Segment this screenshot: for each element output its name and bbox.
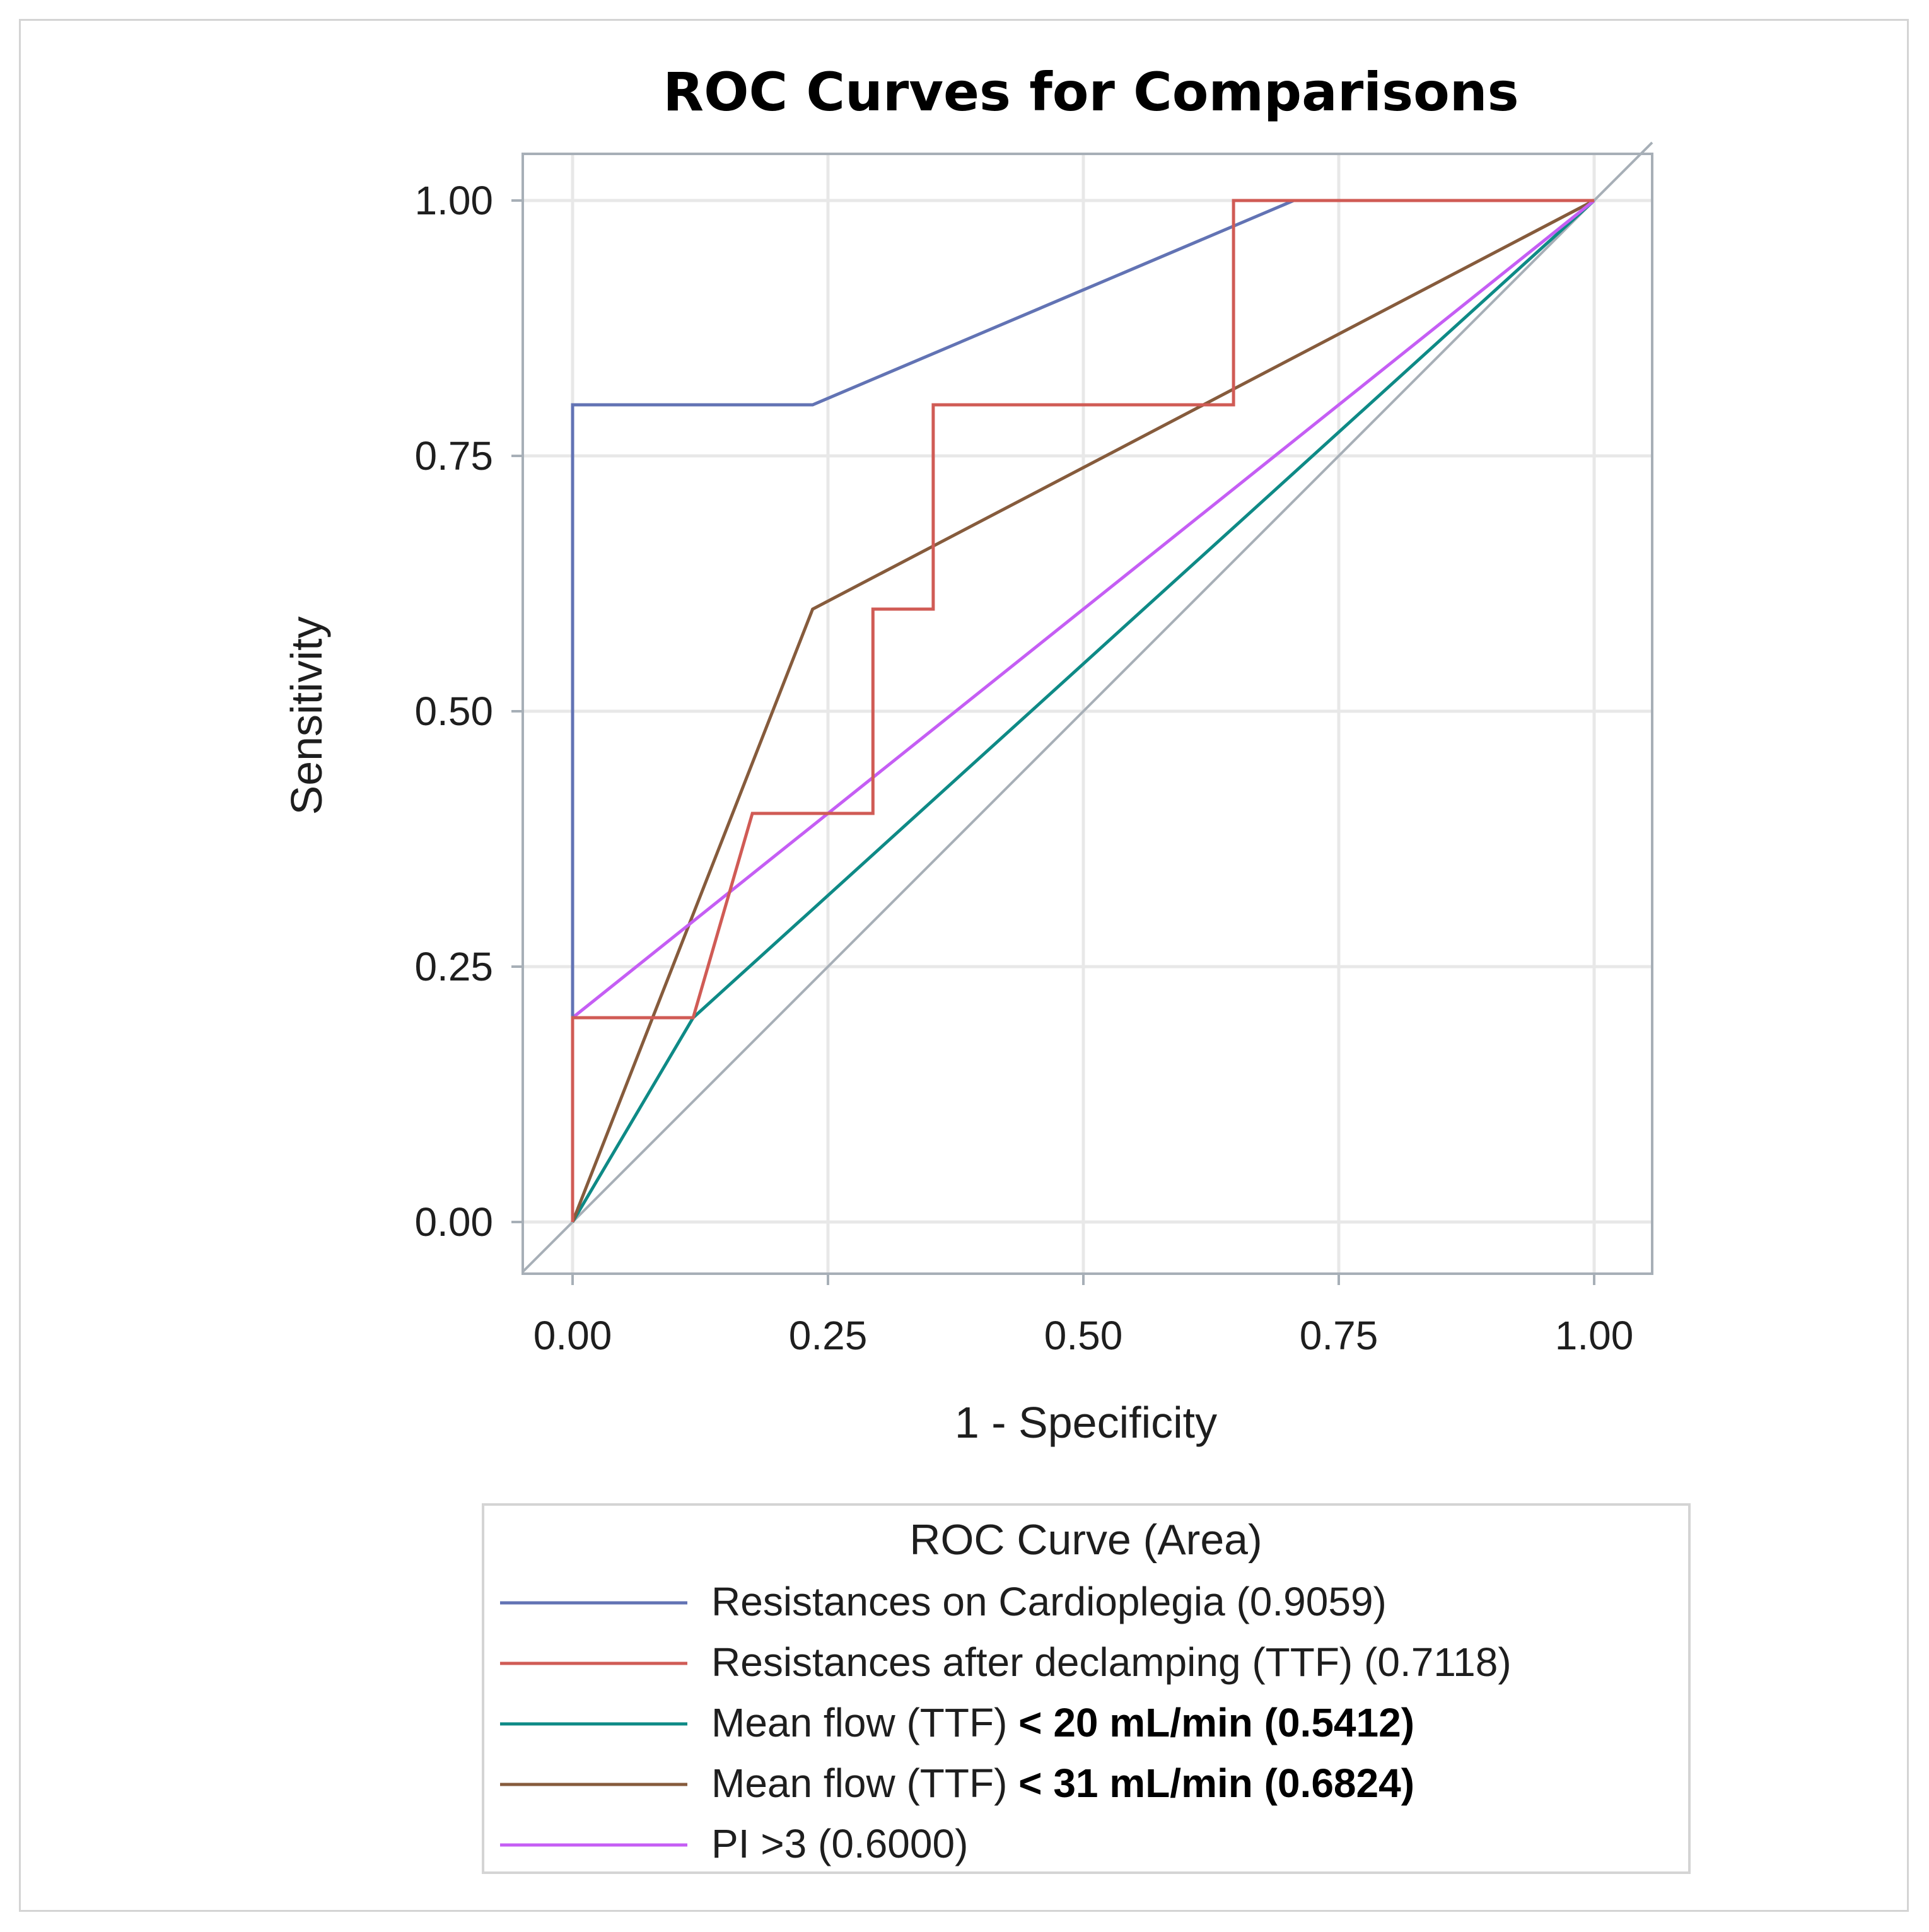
series-line	[571, 199, 1594, 1222]
x-tick-label: 0.50	[1044, 1313, 1123, 1358]
legend-title: ROC Curve (Area)	[909, 1516, 1262, 1564]
y-tick-label: 0.00	[414, 1199, 493, 1245]
legend-entry-label: Resistances on Cardioplegia (0.9059)	[711, 1579, 1387, 1624]
legend-entry-threshold: < 20 mL/min (0.5412)	[1007, 1700, 1414, 1745]
plot-area-frame	[522, 153, 1653, 1275]
y-tick-label: 0.25	[414, 944, 493, 989]
legend-entries: Resistances on Cardioplegia (0.9059) Resi…	[500, 1579, 1512, 1866]
y-tick-label: 0.75	[414, 433, 493, 479]
series-group	[571, 199, 1595, 1223]
y-tick-label: 1.00	[414, 178, 493, 223]
chart-title: ROC Curves for Comparisons	[663, 61, 1518, 123]
x-tick-label: 1.00	[1555, 1313, 1634, 1358]
x-axis-ticks: 0.00 0.25 0.50 0.75 1.00	[533, 1274, 1634, 1358]
reference-diagonal-group	[522, 141, 1653, 1273]
y-axis-ticks: 0.00 0.25 0.50 0.75 1.00	[414, 178, 523, 1245]
x-tick-label: 0.00	[533, 1313, 612, 1358]
grid	[524, 155, 1651, 1272]
reference-diagonal	[522, 141, 1653, 1273]
legend: ROC Curve (Area) Resistances on Cardiopl…	[482, 1503, 1691, 1874]
legend-entry-label: PI >3 (0.6000)	[711, 1821, 968, 1866]
x-tick-label: 0.75	[1300, 1313, 1378, 1358]
legend-entry-threshold: < 31 mL/min (0.6824)	[1007, 1760, 1414, 1806]
x-axis-label: 1 - Specificity	[955, 1398, 1217, 1447]
legend-entry-label: Mean flow (TTF) < 20 mL/min (0.5412)	[711, 1700, 1414, 1745]
legend-entry-label: Resistances after declamping (TTF) (0.71…	[711, 1639, 1512, 1685]
x-tick-label: 0.25	[789, 1313, 868, 1358]
y-tick-label: 0.50	[414, 689, 493, 734]
legend-box	[482, 1503, 1691, 1874]
legend-entry-label: Mean flow (TTF) < 31 mL/min (0.6824)	[711, 1760, 1414, 1806]
y-axis-label: Sensitivity	[282, 616, 331, 815]
